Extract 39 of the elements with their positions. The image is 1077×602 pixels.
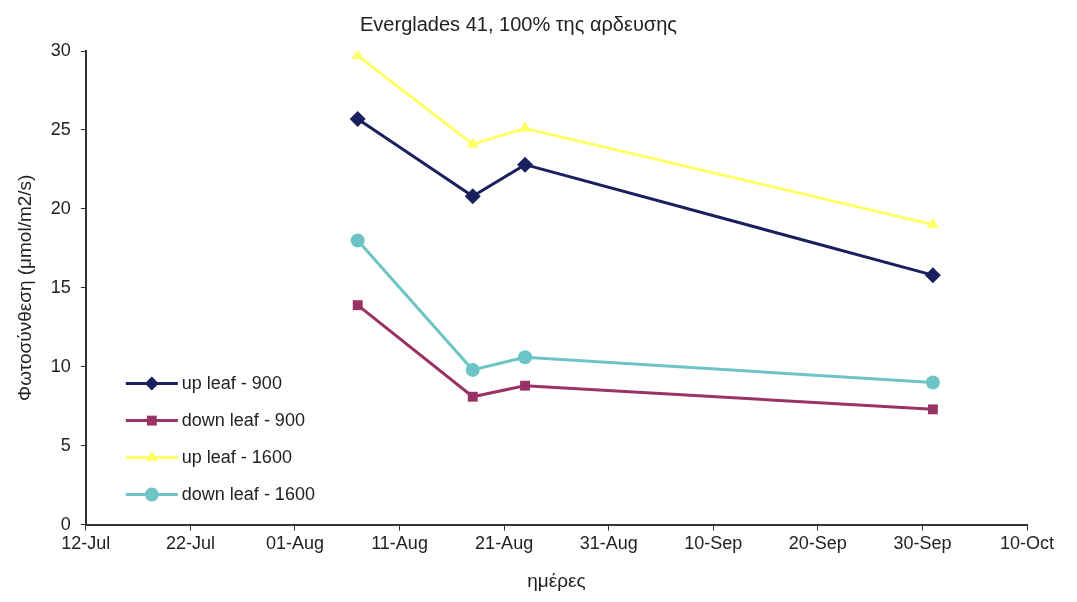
x-tick-label: 21-Aug: [475, 533, 534, 554]
point: [927, 404, 938, 415]
x-tick-label: 22-Jul: [165, 533, 215, 554]
x-tick-label: 12-Jul: [61, 533, 111, 554]
chart-title: Everglades 41, 100% της αρδευσης: [360, 12, 678, 35]
y-tick-label: 30: [50, 39, 71, 60]
y-tick-label: 25: [50, 118, 71, 139]
legend-label: up leaf - 1600: [181, 446, 292, 467]
point: [925, 375, 940, 390]
point: [926, 217, 939, 229]
point: [465, 362, 480, 377]
point: [466, 137, 479, 148]
point: [518, 350, 533, 365]
y-tick-label: 5: [60, 434, 71, 455]
point: [518, 121, 532, 132]
point: [352, 300, 363, 311]
x-axis-title: ημέρες: [527, 569, 586, 591]
x-tick-label: 31-Aug: [579, 533, 638, 554]
point: [349, 110, 366, 127]
y-tick-label: 0: [60, 513, 71, 534]
point: [924, 267, 941, 284]
legend-label: down leaf - 900: [181, 409, 305, 430]
point: [517, 156, 534, 173]
x-tick-label: 11-Aug: [371, 533, 428, 554]
x-tick-label: 30-Sep: [893, 533, 952, 554]
point: [467, 391, 478, 402]
point: [464, 188, 481, 205]
x-tick-label: 10-Oct: [999, 533, 1055, 554]
legend-label: up leaf - 900: [181, 372, 282, 393]
point: [520, 380, 530, 391]
x-tick-label: 10-Sep: [684, 533, 743, 554]
y-tick-label: 15: [50, 276, 71, 297]
y-axis-title: Φωτοσύνθεση (μmol/m2/s): [13, 174, 35, 402]
x-tick-label: 01-Aug: [265, 533, 324, 554]
legend-label: down leaf - 1600: [181, 483, 315, 504]
point: [350, 233, 365, 248]
y-tick-label: 10: [50, 355, 71, 376]
x-tick-label: 20-Sep: [788, 533, 847, 554]
y-tick-label: 20: [50, 197, 71, 218]
